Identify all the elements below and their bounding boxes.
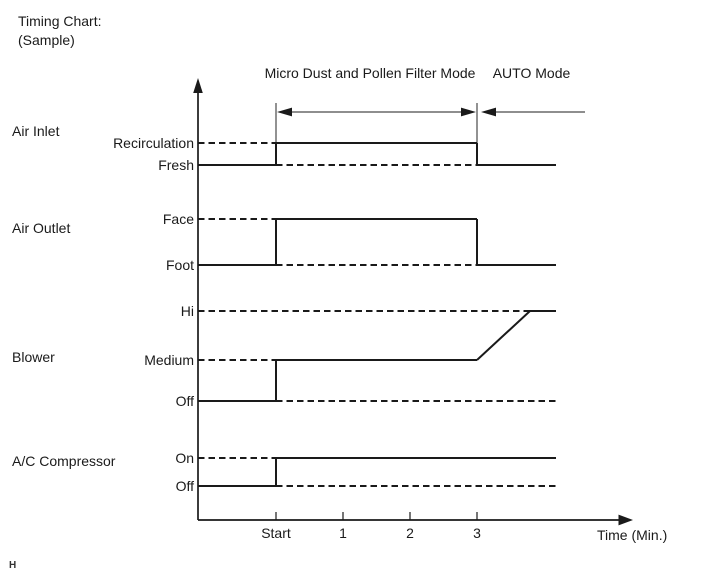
level-label: Fresh [158, 157, 194, 173]
filter-mode-label: Micro Dust and Pollen Filter Mode [264, 65, 476, 81]
filter-mode-arrowhead-left-icon [277, 107, 292, 117]
level-label: Hi [181, 303, 194, 319]
footer-mark: H [9, 560, 17, 571]
x-axis-tick-label: 1 [339, 525, 347, 541]
signal-group-label: Air Outlet [12, 220, 70, 236]
level-label: Off [176, 393, 195, 409]
page-title: Timing Chart: [18, 13, 102, 29]
filter-mode-arrowhead-right-icon [461, 107, 476, 117]
level-label: On [175, 450, 194, 466]
level-label: Foot [166, 257, 194, 273]
signal-trace-ramp [476, 310, 531, 361]
auto-mode-label: AUTO Mode [492, 65, 571, 81]
signal-group-label: Air Inlet [12, 123, 60, 139]
page-subtitle: (Sample) [18, 32, 75, 48]
time-axis-label: Time (Min.) [597, 527, 668, 543]
level-label: Recirculation [113, 135, 194, 151]
x-axis-tick-label: Start [261, 525, 291, 541]
x-axis-tick-label: 3 [473, 525, 481, 541]
level-label: Off [176, 478, 195, 494]
level-label: Medium [144, 352, 194, 368]
level-label: Face [163, 211, 194, 227]
auto-mode-arrowhead-icon [481, 107, 496, 117]
signal-group-label: A/C Compressor [12, 453, 116, 469]
y-axis-arrowhead-icon [193, 78, 203, 93]
signal-group-label: Blower [12, 349, 55, 365]
x-axis-tick-label: 2 [406, 525, 414, 541]
x-axis-arrowhead-icon [618, 514, 633, 526]
